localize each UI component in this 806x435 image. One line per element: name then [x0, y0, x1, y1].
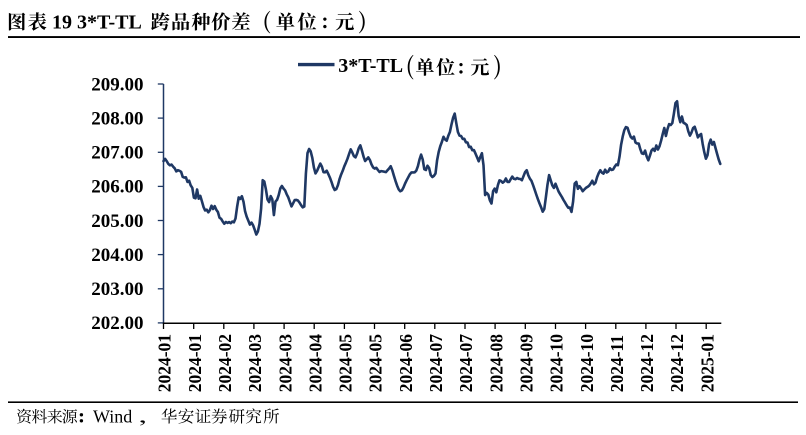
svg-text:207.00: 207.00 [91, 143, 143, 164]
svg-text:206.00: 206.00 [91, 177, 143, 198]
svg-text:2024-05: 2024-05 [336, 334, 356, 393]
svg-text:2024-03: 2024-03 [275, 334, 295, 393]
svg-text:2024-12: 2024-12 [667, 334, 687, 392]
svg-text:2025-01: 2025-01 [697, 334, 717, 392]
svg-text:2024-11: 2024-11 [607, 335, 627, 392]
svg-text:209.00: 209.00 [91, 74, 143, 95]
svg-text:202.00: 202.00 [91, 313, 143, 334]
svg-text:3*T-TL: 3*T-TL [338, 55, 403, 77]
svg-text:204.00: 204.00 [91, 245, 143, 266]
svg-text:2024-06: 2024-06 [396, 334, 416, 393]
svg-text:2024-01: 2024-01 [155, 334, 175, 392]
svg-text:205.00: 205.00 [91, 211, 143, 232]
svg-text:2024-09: 2024-09 [517, 334, 537, 393]
svg-text:19 3*T-TL: 19 3*T-TL [52, 12, 142, 34]
svg-text:2024-04: 2024-04 [305, 334, 325, 393]
svg-text:2024-05: 2024-05 [366, 334, 386, 393]
svg-text:2024-07: 2024-07 [426, 334, 446, 393]
svg-text:Wind: Wind [93, 406, 132, 426]
svg-text:2024-08: 2024-08 [486, 334, 506, 393]
svg-text:2024-01: 2024-01 [185, 334, 205, 392]
svg-text:2024-12: 2024-12 [637, 334, 657, 392]
svg-text:2024-02: 2024-02 [215, 334, 235, 392]
svg-text:2024-03: 2024-03 [245, 334, 265, 393]
svg-text:2024-10: 2024-10 [577, 334, 597, 393]
svg-text:2024-07: 2024-07 [456, 334, 476, 393]
svg-text:208.00: 208.00 [91, 108, 143, 129]
svg-text:203.00: 203.00 [91, 279, 143, 300]
svg-text:2024-10: 2024-10 [547, 334, 567, 393]
